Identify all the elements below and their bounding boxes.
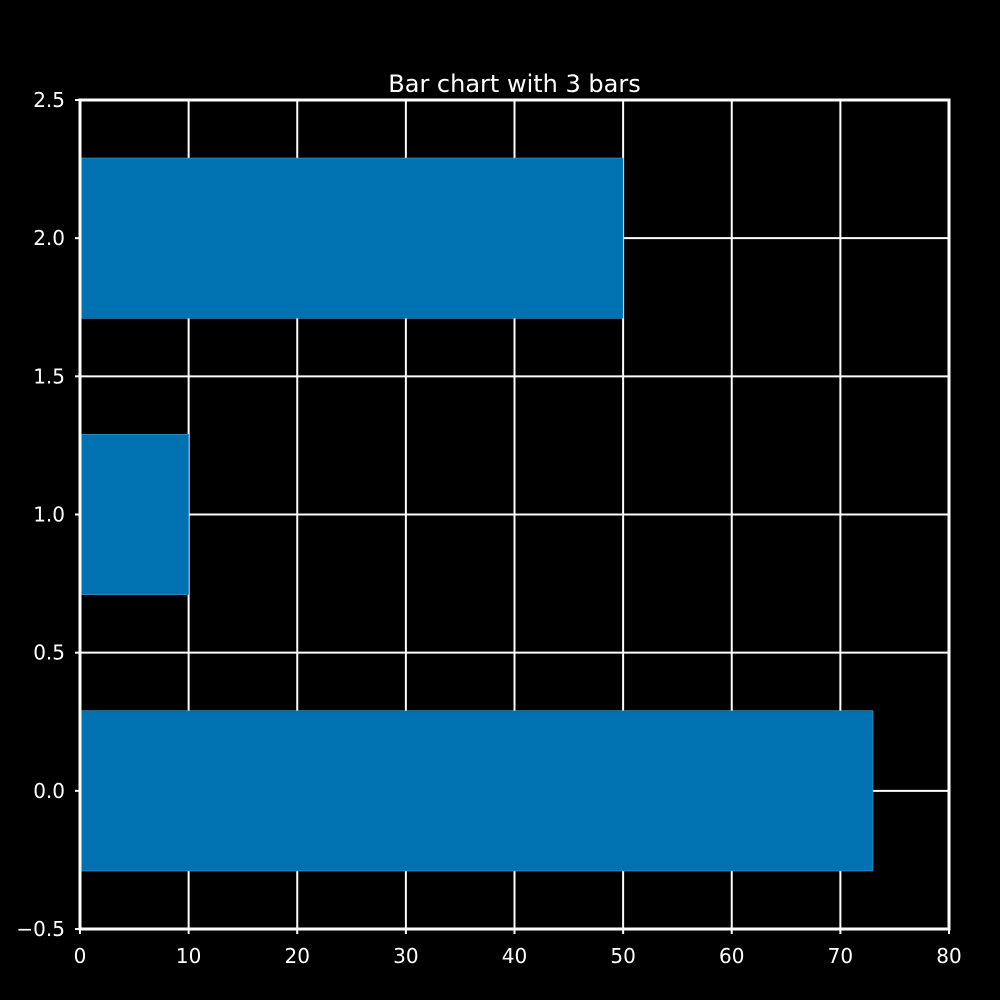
y-tick-label-6: 2.5 — [33, 88, 65, 112]
y-tick-label-5: 2.0 — [33, 226, 65, 250]
y-tick-label-2: 0.5 — [33, 641, 65, 665]
x-tick-label-1: 10 — [176, 944, 201, 968]
ticks — [75, 99, 950, 934]
x-tick-label-5: 50 — [610, 944, 635, 968]
x-tick-label-0: 0 — [74, 944, 87, 968]
bars — [79, 157, 874, 872]
y-tick-label-0: −0.5 — [16, 917, 65, 941]
bar-2 — [79, 157, 624, 319]
x-tick-label-7: 70 — [828, 944, 853, 968]
x-tick-labels: 0 10 20 30 40 50 60 70 80 — [74, 944, 962, 968]
x-tick-label-4: 40 — [502, 944, 527, 968]
x-tick-label-3: 30 — [393, 944, 418, 968]
bar-1 — [79, 434, 189, 595]
y-tick-label-3: 1.0 — [33, 503, 65, 527]
y-tick-labels: −0.5 0.0 0.5 1.0 1.5 2.0 2.5 — [16, 88, 65, 941]
y-tick-label-4: 1.5 — [33, 364, 65, 388]
chart-title: Bar chart with 3 bars — [388, 70, 640, 98]
x-tick-label-8: 80 — [936, 944, 961, 968]
x-tick-label-2: 20 — [285, 944, 310, 968]
y-tick-label-1: 0.0 — [33, 779, 65, 803]
bar-0 — [79, 710, 874, 872]
x-tick-label-6: 60 — [719, 944, 744, 968]
